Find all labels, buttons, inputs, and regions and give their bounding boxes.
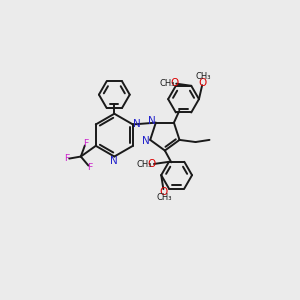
Text: N: N bbox=[110, 156, 118, 166]
Text: N: N bbox=[133, 119, 141, 129]
Text: CH₃: CH₃ bbox=[156, 193, 172, 202]
Text: F: F bbox=[83, 139, 88, 148]
Text: F: F bbox=[64, 154, 70, 164]
Text: CH₃: CH₃ bbox=[195, 72, 211, 81]
Text: N: N bbox=[148, 116, 156, 126]
Text: O: O bbox=[148, 159, 156, 170]
Text: F: F bbox=[87, 163, 92, 172]
Text: N: N bbox=[142, 136, 150, 146]
Text: O: O bbox=[199, 78, 207, 88]
Text: O: O bbox=[170, 78, 179, 88]
Text: CH₃: CH₃ bbox=[160, 79, 176, 88]
Text: CH₃: CH₃ bbox=[136, 160, 152, 169]
Text: O: O bbox=[160, 187, 168, 196]
